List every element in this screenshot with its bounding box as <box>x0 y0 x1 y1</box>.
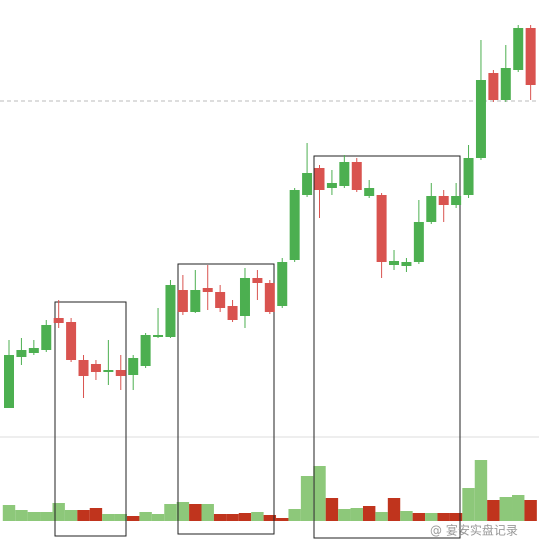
candle-body <box>4 355 14 408</box>
volume-bar <box>126 516 140 521</box>
volume-bar <box>487 500 500 521</box>
candle-body <box>289 190 300 260</box>
volume-bar <box>425 513 438 521</box>
candle-body <box>438 196 449 205</box>
candle-body <box>16 350 27 357</box>
volume-bar <box>437 513 450 521</box>
volume-bar <box>189 504 202 521</box>
volume-bar <box>362 506 376 521</box>
candle-body <box>153 335 164 337</box>
volume-bar <box>164 504 177 521</box>
candle-body <box>488 73 499 100</box>
volume-bar <box>251 512 264 521</box>
candle-body <box>513 28 524 70</box>
volume-bar <box>449 513 463 521</box>
candle-body <box>500 68 511 100</box>
volume-bar <box>350 508 363 521</box>
candle-body <box>351 162 362 190</box>
candle-body <box>252 278 263 283</box>
volume-bar <box>412 513 426 521</box>
volume-bar <box>40 512 53 521</box>
candle-body <box>215 292 226 308</box>
candle-body <box>326 183 337 188</box>
volume-bar <box>338 509 351 521</box>
candle-body <box>463 158 474 195</box>
volume-bar <box>288 509 301 521</box>
candle-body <box>451 196 462 205</box>
volume-bar <box>375 512 388 521</box>
candle-body <box>364 188 375 196</box>
candle-body <box>66 322 77 360</box>
candle-body <box>426 196 437 222</box>
volume-bar <box>325 498 339 521</box>
volume-bar <box>102 514 115 521</box>
candle-body <box>302 173 313 195</box>
highlight-box <box>177 263 275 535</box>
candle-body <box>227 306 238 320</box>
volume-bar <box>300 476 314 521</box>
candle-body <box>28 348 39 353</box>
volume-bar <box>276 518 289 521</box>
volume-bar <box>15 510 28 521</box>
candle-body <box>277 262 288 306</box>
highlight-box <box>313 155 461 539</box>
volume-bar <box>52 503 65 521</box>
volume-bar <box>400 511 413 521</box>
candle-body <box>128 358 139 375</box>
volume-bar <box>89 508 103 521</box>
volume-bar <box>462 488 475 521</box>
candle-body <box>475 80 486 158</box>
volume-bar <box>263 515 277 521</box>
watermark: @ 宴安实盘记录 <box>430 523 518 538</box>
volume-bar <box>512 495 525 521</box>
volume-bar <box>151 514 165 521</box>
volume-bar <box>213 514 227 521</box>
candle-body <box>525 28 536 85</box>
volume-bar <box>114 514 127 521</box>
highlight-box <box>54 301 127 537</box>
candle-body <box>413 222 424 262</box>
candle-body <box>190 290 201 312</box>
candle-body <box>53 318 64 323</box>
candle-body <box>339 162 350 186</box>
volume-bar <box>27 512 41 521</box>
volume-bar <box>474 460 488 521</box>
candle-body <box>177 290 188 312</box>
volume-bar <box>313 466 326 521</box>
volume-bar <box>176 502 190 521</box>
candle-body <box>103 370 114 372</box>
volume-bar <box>226 514 239 521</box>
candle-body <box>376 195 387 262</box>
candle-body <box>401 262 412 266</box>
candle-body <box>78 360 89 376</box>
volume-bar <box>238 513 252 521</box>
volume-bar <box>499 497 513 521</box>
volume-bar <box>201 504 214 521</box>
volume-bar <box>524 500 537 521</box>
volume-bar <box>64 510 78 521</box>
candle-body <box>140 335 151 366</box>
candle-body <box>239 278 250 316</box>
candle-body <box>41 325 52 350</box>
candle-body <box>389 261 400 265</box>
volume-bar <box>139 512 152 521</box>
candle-body <box>115 370 126 376</box>
volume-bar <box>387 498 401 521</box>
candle-body <box>90 364 101 372</box>
volume-bar <box>77 510 90 521</box>
candle-body <box>165 285 176 337</box>
candle-body <box>202 288 213 292</box>
candle-body <box>264 283 275 312</box>
volume-bar <box>2 505 16 521</box>
candle-body <box>314 168 325 190</box>
